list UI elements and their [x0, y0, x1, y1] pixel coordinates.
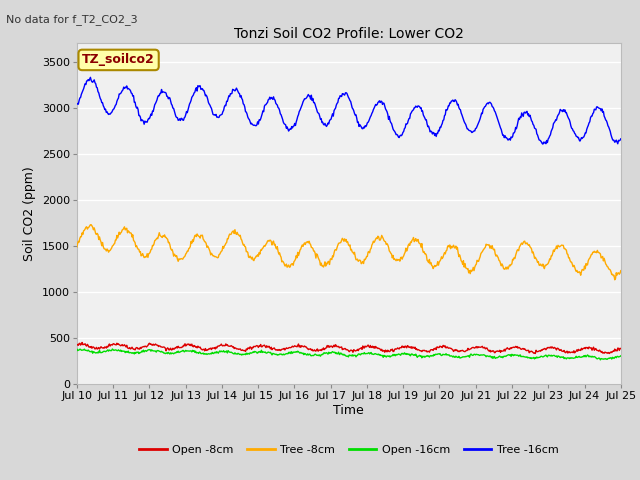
Y-axis label: Soil CO2 (ppm): Soil CO2 (ppm)	[23, 166, 36, 261]
Text: No data for f_T2_CO2_3: No data for f_T2_CO2_3	[6, 14, 138, 25]
X-axis label: Time: Time	[333, 404, 364, 417]
Text: TZ_soilco2: TZ_soilco2	[82, 53, 155, 66]
Legend: Open -8cm, Tree -8cm, Open -16cm, Tree -16cm: Open -8cm, Tree -8cm, Open -16cm, Tree -…	[134, 441, 563, 459]
Title: Tonzi Soil CO2 Profile: Lower CO2: Tonzi Soil CO2 Profile: Lower CO2	[234, 27, 464, 41]
